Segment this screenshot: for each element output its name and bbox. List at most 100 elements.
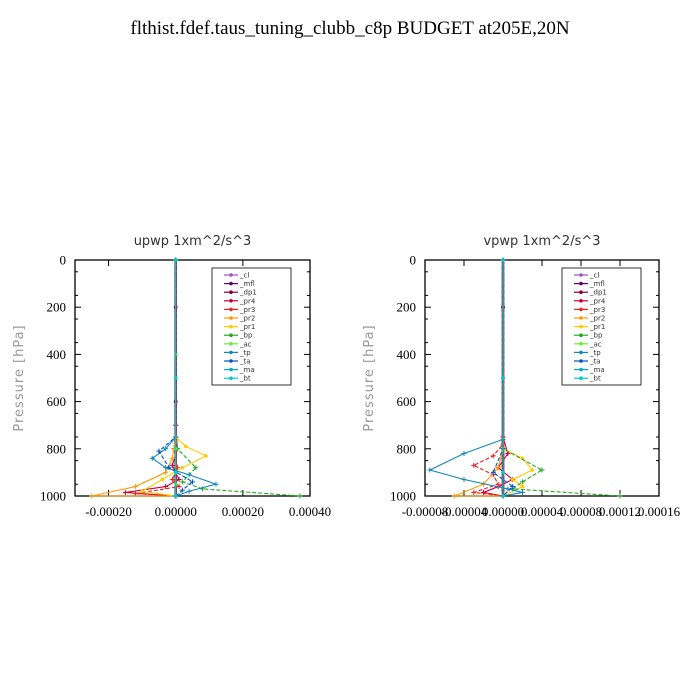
y-tick-label: 600 — [397, 394, 417, 409]
legend-label: _ma — [239, 366, 255, 374]
legend-marker — [579, 333, 583, 338]
legend-label: _pr2 — [239, 315, 255, 323]
legend-marker — [229, 273, 233, 277]
data-point — [169, 462, 175, 468]
legend-marker — [229, 324, 233, 329]
legend-marker — [229, 307, 233, 312]
data-point — [122, 489, 128, 495]
data-point — [617, 493, 623, 499]
legend: _cl_mfl_dp1_pr4_pr3_pr2_pr1_bp_ac_tp_ta_… — [561, 267, 642, 386]
y-tick-label: 600 — [47, 394, 67, 409]
y-tick-label: 800 — [47, 441, 67, 456]
legend-marker — [579, 281, 583, 286]
legend-label: _ac — [589, 340, 602, 348]
legend-entry-bp: _bp — [224, 332, 253, 340]
legend-marker — [579, 376, 583, 381]
legend-label: _mfl — [589, 280, 605, 288]
legend-label: _tp — [239, 349, 251, 357]
legend-marker — [579, 307, 583, 312]
series-line — [492, 260, 514, 497]
legend-label: _dp1 — [589, 289, 607, 297]
legend-marker — [229, 281, 233, 286]
legend-label: _ac — [239, 340, 252, 348]
data-point — [169, 455, 175, 461]
legend-entry-ta: _ta — [574, 358, 601, 366]
data-point — [166, 465, 172, 471]
data-point — [539, 467, 545, 473]
x-tick-label: 0.00008 — [560, 504, 602, 519]
series-bt — [501, 258, 505, 498]
data-point — [176, 484, 182, 490]
data-point — [501, 376, 505, 380]
legend-entry-cl: _cl — [574, 272, 599, 280]
legend-marker — [229, 350, 233, 355]
data-point — [297, 493, 303, 499]
series-tp — [427, 257, 525, 499]
x-tick-label: -0.00020 — [85, 504, 132, 519]
data-point — [530, 468, 535, 472]
x-tick-label: 0.00016 — [638, 504, 681, 519]
series-line — [502, 260, 534, 497]
data-point — [132, 484, 138, 490]
legend-label: _cl — [589, 272, 599, 280]
data-point — [173, 494, 178, 498]
data-point — [510, 484, 516, 490]
data-point — [510, 477, 515, 482]
data-point — [190, 479, 195, 485]
data-point — [160, 477, 165, 482]
legend-entry-bt: _bt — [574, 375, 601, 383]
series-tp — [149, 257, 219, 499]
data-point — [501, 258, 505, 262]
legend-label: _bt — [589, 375, 601, 383]
chart-panel-1: upwp 1xm^2/s^3 Pressure [hPa] 0 200 400 600 80… — [12, 234, 331, 519]
data-point — [461, 476, 467, 482]
legend-label: _pr1 — [589, 323, 605, 331]
data-point — [495, 481, 501, 487]
legend-entry-mfl: _mfl — [574, 280, 605, 288]
legend-entry-ma: _ma — [224, 366, 255, 374]
legend-entry-ma: _ma — [574, 366, 605, 374]
legend-label: _cl — [239, 272, 249, 280]
legend-marker — [579, 316, 583, 320]
data-point — [461, 451, 467, 457]
data-point — [520, 479, 525, 485]
series-line — [472, 260, 504, 497]
legend-marker — [229, 299, 233, 303]
legend-label: _pr3 — [239, 306, 255, 314]
legend-marker — [229, 367, 233, 372]
x-tick-label: 0.00000 — [482, 504, 524, 519]
data-point — [163, 446, 169, 452]
y-tick-label: 200 — [397, 300, 417, 315]
legend-marker — [229, 359, 233, 363]
legend-label: _ta — [589, 358, 601, 366]
y-tick-label: 200 — [47, 300, 67, 315]
y-tick-label: 800 — [397, 441, 417, 456]
figure-title: flthist.fdef.taus_tuning_clubb_c8p BUDGE… — [130, 18, 570, 39]
series-line — [151, 260, 218, 497]
data-point — [213, 481, 219, 487]
series-pr2 — [451, 257, 506, 499]
legend-marker — [579, 342, 583, 346]
legend: _cl_mfl_dp1_pr4_pr3_pr2_pr1_bp_ac_tp_ta_… — [211, 267, 292, 386]
y-tick-label: 1000 — [40, 489, 66, 504]
series-line — [91, 260, 177, 497]
legend-label: _bt — [239, 375, 251, 383]
legend-marker — [579, 290, 583, 295]
legend-marker — [579, 273, 583, 277]
data-point — [427, 467, 433, 473]
data-point — [186, 472, 192, 478]
legend-entry-ac: _ac — [224, 340, 252, 348]
plot-frame — [74, 259, 311, 497]
x-tick-label: 0.00004 — [521, 504, 564, 519]
y-tick-label: 0 — [410, 253, 417, 268]
chart-panel-2: vpwp 1xm^2/s^3 Pressure [hPa] 0 200 400 600 80… — [362, 234, 681, 519]
data-point — [490, 469, 496, 475]
y-tick-label: 0 — [60, 253, 67, 268]
legend-entry-pr4: _pr4 — [224, 297, 256, 305]
legend-entry-pr4: _pr4 — [574, 297, 606, 305]
series-pr3 — [471, 257, 506, 499]
legend-entry-pr1: _pr1 — [224, 323, 255, 331]
x-tick-label: 0.00020 — [222, 504, 264, 519]
data-point — [520, 489, 525, 495]
data-point — [179, 479, 185, 485]
